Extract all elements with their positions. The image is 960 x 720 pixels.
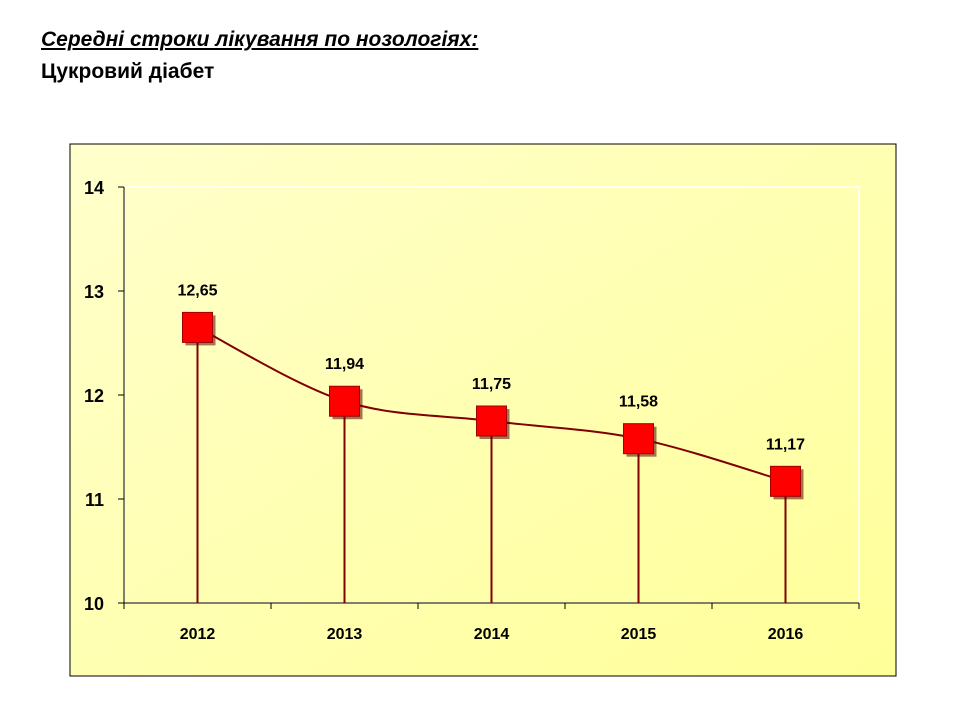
data-label: 11,17 (766, 436, 805, 453)
y-tick-label: 12 (84, 386, 104, 406)
data-label: 11,75 (472, 376, 511, 393)
x-tick-label: 2012 (180, 626, 216, 643)
y-tick-label: 11 (85, 490, 104, 510)
y-tick-label: 14 (84, 178, 104, 198)
x-tick-label: 2016 (768, 626, 804, 643)
x-tick-label: 2015 (621, 626, 657, 643)
data-label: 11,58 (619, 394, 658, 411)
x-tick-label: 2013 (327, 626, 363, 643)
y-tick-label: 10 (84, 594, 104, 614)
data-marker (182, 311, 213, 343)
data-label: 12,65 (177, 282, 217, 299)
x-tick-label: 2014 (474, 626, 510, 643)
data-marker (476, 405, 507, 437)
chart-subtitle: Цукровий діабет (41, 60, 215, 83)
y-tick-label: 13 (84, 282, 104, 302)
chart-title: Середні строки лікування по нозологіях: (41, 28, 479, 51)
data-marker (623, 423, 654, 455)
data-marker (329, 385, 360, 417)
data-label: 11,94 (325, 356, 364, 373)
data-marker (770, 465, 801, 497)
